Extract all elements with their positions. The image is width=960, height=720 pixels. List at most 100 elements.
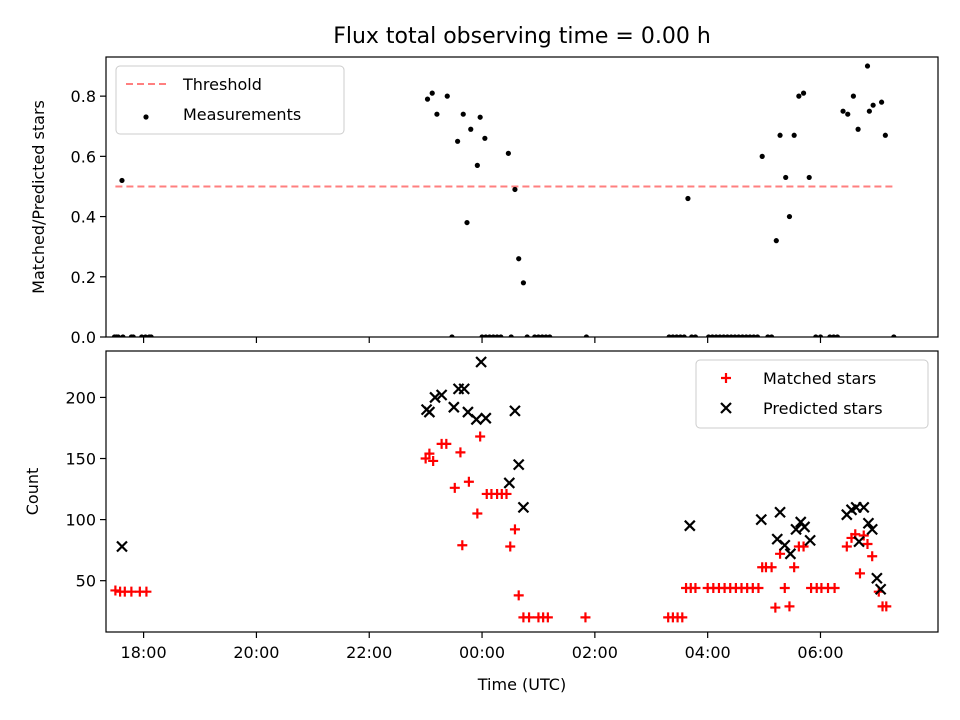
predicted-star-marker (475, 356, 487, 368)
matched-star-marker (690, 583, 701, 594)
predicted-star-marker (790, 523, 802, 536)
measurement-point (791, 132, 797, 138)
matched-star-marker (457, 540, 468, 551)
x-tick-label: 02:00 (572, 643, 618, 662)
matched-star-marker (580, 612, 591, 623)
matched-star-marker (126, 586, 137, 597)
matched-star-marker (841, 541, 852, 552)
measurement-point (813, 334, 819, 337)
x-tick-label: 22:00 (346, 643, 392, 662)
matched-star-marker (509, 524, 520, 535)
predicted-star-marker (429, 391, 441, 404)
measurement-point (864, 63, 871, 69)
measurement-point (850, 93, 856, 99)
bottom-panel: 50 100 150 200 18:00 20:00 22:00 00:00 02:00 04:0… (23, 350, 939, 694)
measurement-point (429, 90, 435, 96)
matched-star-marker (542, 612, 553, 623)
predicted-star-marker (862, 517, 875, 530)
predicted-star-marker (871, 572, 883, 585)
x-tick-label: 20:00 (233, 643, 279, 662)
x-tick-label: 18:00 (121, 643, 167, 662)
predicted-star-marker (423, 406, 436, 418)
measurement-point (464, 219, 470, 226)
matched-star-marker (455, 447, 466, 458)
legend-label: Matched stars (763, 369, 876, 388)
measurement-point (681, 334, 687, 337)
legend-box (115, 65, 345, 135)
matched-star-marker (829, 583, 840, 594)
predicted-star-marker (874, 583, 887, 596)
matched-star-marker (501, 488, 512, 499)
measurement-point (692, 334, 699, 337)
measurement-point (882, 132, 888, 138)
legend-label: Threshold (182, 75, 262, 94)
measurement-point (520, 280, 527, 286)
measurement-point (783, 174, 789, 181)
matched-star-marker (677, 612, 688, 623)
measurement-point (817, 334, 824, 337)
axes-frame (105, 56, 939, 338)
matched-star-marker (789, 562, 800, 573)
matched-star-marker (881, 601, 892, 612)
predicted-star-marker (774, 506, 786, 519)
measurement-point (840, 108, 846, 114)
legend-matched-swatch (721, 373, 731, 383)
matched-star-marker (867, 551, 878, 562)
measurement-point (547, 334, 553, 337)
predicted-star-marker (512, 458, 525, 471)
predicted-star-marker (435, 389, 448, 401)
measurement-point (119, 177, 125, 184)
x-tick-label: 00:00 (459, 643, 505, 662)
measurement-point (891, 334, 897, 337)
measurement-point (866, 108, 872, 114)
measurement-point (516, 256, 522, 262)
measurement-point (685, 195, 691, 202)
legend: Threshold Measurements (115, 65, 345, 135)
matched-star-marker (449, 482, 460, 493)
measurement-point (148, 334, 154, 337)
measurement-point (115, 334, 121, 337)
matched-star-marker (524, 612, 535, 623)
matched-star-marker (784, 601, 795, 612)
predicted-star-marker (798, 521, 811, 533)
predicted-star-marker (857, 501, 870, 514)
measurement-point (878, 99, 885, 105)
measurement-point (482, 135, 488, 141)
matched-star-marker (858, 530, 869, 541)
predicted-star-marker (866, 523, 878, 536)
measurement-point (769, 334, 775, 337)
measurement-point (477, 114, 483, 120)
predicted-star-marker (458, 383, 470, 395)
measurement-point (498, 334, 504, 337)
matched-star-marker (463, 476, 474, 487)
measurement-point (508, 334, 514, 337)
y-tick-label: 200 (65, 388, 96, 407)
legend-measurement-swatch (143, 114, 149, 120)
predicted-star-marker (853, 535, 865, 548)
matched-star-marker (770, 602, 781, 613)
measurement-point (773, 238, 779, 244)
predicted-star-marker (503, 477, 516, 489)
predicted-star-marker (448, 401, 460, 413)
measurement-point (796, 93, 802, 99)
matched-star-marker (441, 438, 452, 449)
matched-star-marker (141, 586, 152, 597)
matched-star-marker (428, 455, 439, 466)
matched-star-marker (753, 583, 764, 594)
measurement-point (434, 111, 440, 117)
x-tick-label: 06:00 (797, 643, 843, 662)
measurement-point (455, 138, 461, 144)
measurement-point (120, 334, 126, 337)
measurement-point (786, 213, 793, 220)
legend-label: Predicted stars (763, 399, 883, 418)
matched-star-marker (779, 583, 790, 594)
y-tick-label: 0.6 (71, 147, 96, 166)
measurement-point (424, 96, 431, 102)
measurement-point (444, 93, 450, 99)
predicted-star-marker (784, 548, 797, 560)
measurement-point (855, 126, 861, 132)
matched-star-marker (424, 448, 435, 459)
y-axis-label: Matched/Predicted stars (29, 100, 48, 294)
measurement-point (130, 334, 136, 337)
